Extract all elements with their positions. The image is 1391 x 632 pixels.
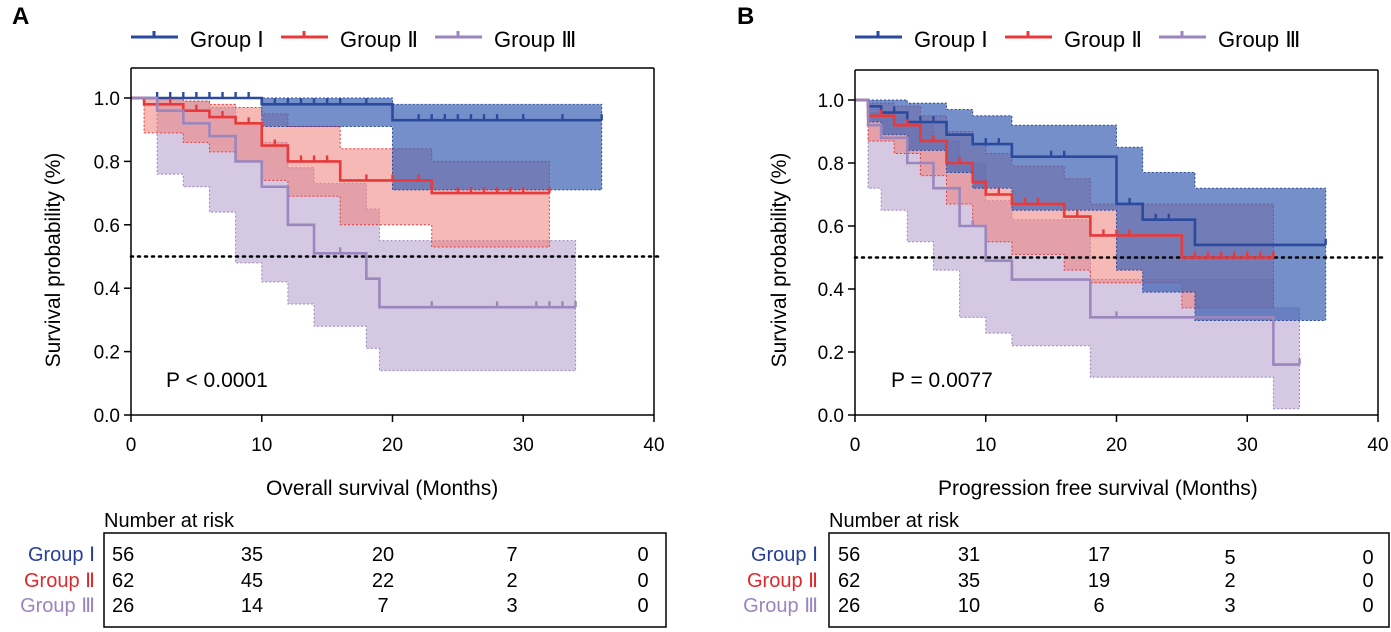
risk-table-cell: 7 <box>506 544 517 566</box>
y-tick-label: 0.0 <box>94 406 120 427</box>
risk-table-cell: 19 <box>1088 570 1110 592</box>
risk-table-cell: 0 <box>637 570 648 592</box>
survival-curve-group-3 <box>855 98 1300 366</box>
x-tick-label: 0 <box>850 435 861 456</box>
ci-band-group-2 <box>143 97 550 248</box>
risk-table-cell: 6 <box>1093 595 1104 617</box>
x-tick-label: 30 <box>513 435 534 456</box>
risk-table-cell: 62 <box>838 570 860 592</box>
x-tick-label: 20 <box>382 435 403 456</box>
x-tick-label: 40 <box>643 435 664 456</box>
ci-band-group-1 <box>867 99 1327 321</box>
panel-b: B Group Ⅰ Group Ⅱ Group Ⅲ 0.00.20.40.60.… <box>737 3 1390 628</box>
y-tick-label: 0.2 <box>818 343 844 364</box>
risk-row-label-group-2: Group Ⅱ <box>747 570 818 592</box>
risk-table-cell: 62 <box>112 570 134 592</box>
panel-a-risk-table-title: Number at risk <box>104 510 235 532</box>
legend-label-group-2: Group Ⅱ <box>1064 27 1142 52</box>
panel-a-p-value: P < 0.0001 <box>166 369 268 392</box>
panel-b-risk-table-frame <box>828 532 1390 628</box>
legend-label-group-1: Group Ⅰ <box>914 27 988 52</box>
panel-b-plot: 0.0 0.2 0.4 0.6 0.8 1.0 0 10 20 30 40 <box>818 69 1389 456</box>
panel-a-legend: Group Ⅰ Group Ⅱ Group Ⅲ <box>131 27 576 52</box>
panel-b-p-value: P = 0.0077 <box>891 369 993 392</box>
risk-row-label-group-2: Group Ⅱ <box>24 570 95 592</box>
risk-row-label-group-3: Group Ⅲ <box>20 595 95 617</box>
risk-table-cell: 0 <box>1362 547 1373 569</box>
y-tick-label: 0.2 <box>94 343 120 364</box>
y-tick-label: 0.6 <box>818 217 844 238</box>
panel-a-plot: 0.0 0.2 0.4 0.6 0.8 1.0 0 10 20 30 40 <box>94 67 665 456</box>
risk-row-label-group-1: Group Ⅰ <box>28 544 95 566</box>
y-tick-label: 0.8 <box>94 152 120 173</box>
panel-a-letter: A <box>12 3 29 30</box>
panel-b-letter: B <box>737 3 754 30</box>
legend-label-group-2: Group Ⅱ <box>340 27 418 52</box>
panel-b-legend: Group Ⅰ Group Ⅱ Group Ⅲ <box>855 27 1300 52</box>
risk-table-cell: 22 <box>372 570 394 592</box>
y-tick-label: 0.4 <box>94 279 121 300</box>
x-tick-label: 30 <box>1237 435 1258 456</box>
risk-table-cell: 26 <box>112 595 134 617</box>
panel-b-x-axis-label: Progression free survival (Months) <box>938 477 1258 500</box>
panel-b-y-axis-label: Survival probability (%) <box>768 153 791 368</box>
risk-table-cell: 14 <box>241 595 263 617</box>
risk-table-cell: 20 <box>372 544 394 566</box>
legend-label-group-1: Group Ⅰ <box>190 27 264 52</box>
panel-a-x-axis-label: Overall survival (Months) <box>266 477 498 500</box>
survival-curve-group-2 <box>855 98 1274 259</box>
risk-table-cell: 2 <box>506 570 517 592</box>
risk-table-cell: 10 <box>958 595 980 617</box>
risk-row-label-group-1: Group Ⅰ <box>751 544 818 566</box>
risk-table-cell: 3 <box>506 595 517 617</box>
risk-table-cell: 3 <box>1224 595 1235 617</box>
risk-table-cell: 0 <box>637 595 648 617</box>
x-tick-label: 0 <box>126 435 137 456</box>
risk-table-cell: 31 <box>958 544 980 566</box>
risk-table-cell: 45 <box>241 570 263 592</box>
y-tick-label: 0.8 <box>818 154 844 175</box>
panel-b-risk-table: Group Ⅰ 56 31 17 5 0 Group Ⅱ 62 35 19 2 0 Group Ⅲ 26 1… <box>743 544 1374 617</box>
x-tick-label: 10 <box>975 435 996 456</box>
x-tick-label: 20 <box>1106 435 1127 456</box>
risk-table-cell: 26 <box>838 595 860 617</box>
panel-a: A Group Ⅰ Group Ⅱ Group Ⅲ 0.00.20.40.60.… <box>12 3 667 628</box>
y-tick-label: 0.6 <box>94 216 120 237</box>
legend-label-group-3: Group Ⅲ <box>494 27 576 52</box>
legend-label-group-3: Group Ⅲ <box>1218 27 1300 52</box>
panel-a-risk-table-frame <box>103 532 667 628</box>
y-tick-label: 1.0 <box>94 89 120 110</box>
risk-table-cell: 5 <box>1224 547 1235 569</box>
risk-table-cell: 35 <box>241 544 263 566</box>
survival-curve-group-1 <box>855 98 1326 247</box>
risk-table-cell: 0 <box>1362 595 1373 617</box>
risk-table-cell: 17 <box>1088 544 1110 566</box>
x-tick-label: 10 <box>251 435 272 456</box>
risk-table-cell: 2 <box>1224 570 1235 592</box>
risk-table-cell: 35 <box>958 570 980 592</box>
panel-b-risk-table-title: Number at risk <box>829 510 960 532</box>
risk-table-cell: 7 <box>377 595 388 617</box>
y-tick-label: 1.0 <box>818 91 844 112</box>
risk-table-cell: 0 <box>1362 570 1373 592</box>
risk-table-cell: 56 <box>838 544 860 566</box>
panel-a-y-axis-label: Survival probability (%) <box>42 153 65 368</box>
risk-table-cell: 56 <box>112 544 134 566</box>
y-tick-label: 0.4 <box>818 280 845 301</box>
x-tick-label: 40 <box>1367 435 1388 456</box>
risk-row-label-group-3: Group Ⅲ <box>743 595 818 617</box>
survival-curve-group-3 <box>131 96 576 309</box>
y-tick-label: 0.0 <box>818 406 844 427</box>
risk-table-cell: 0 <box>637 544 648 566</box>
